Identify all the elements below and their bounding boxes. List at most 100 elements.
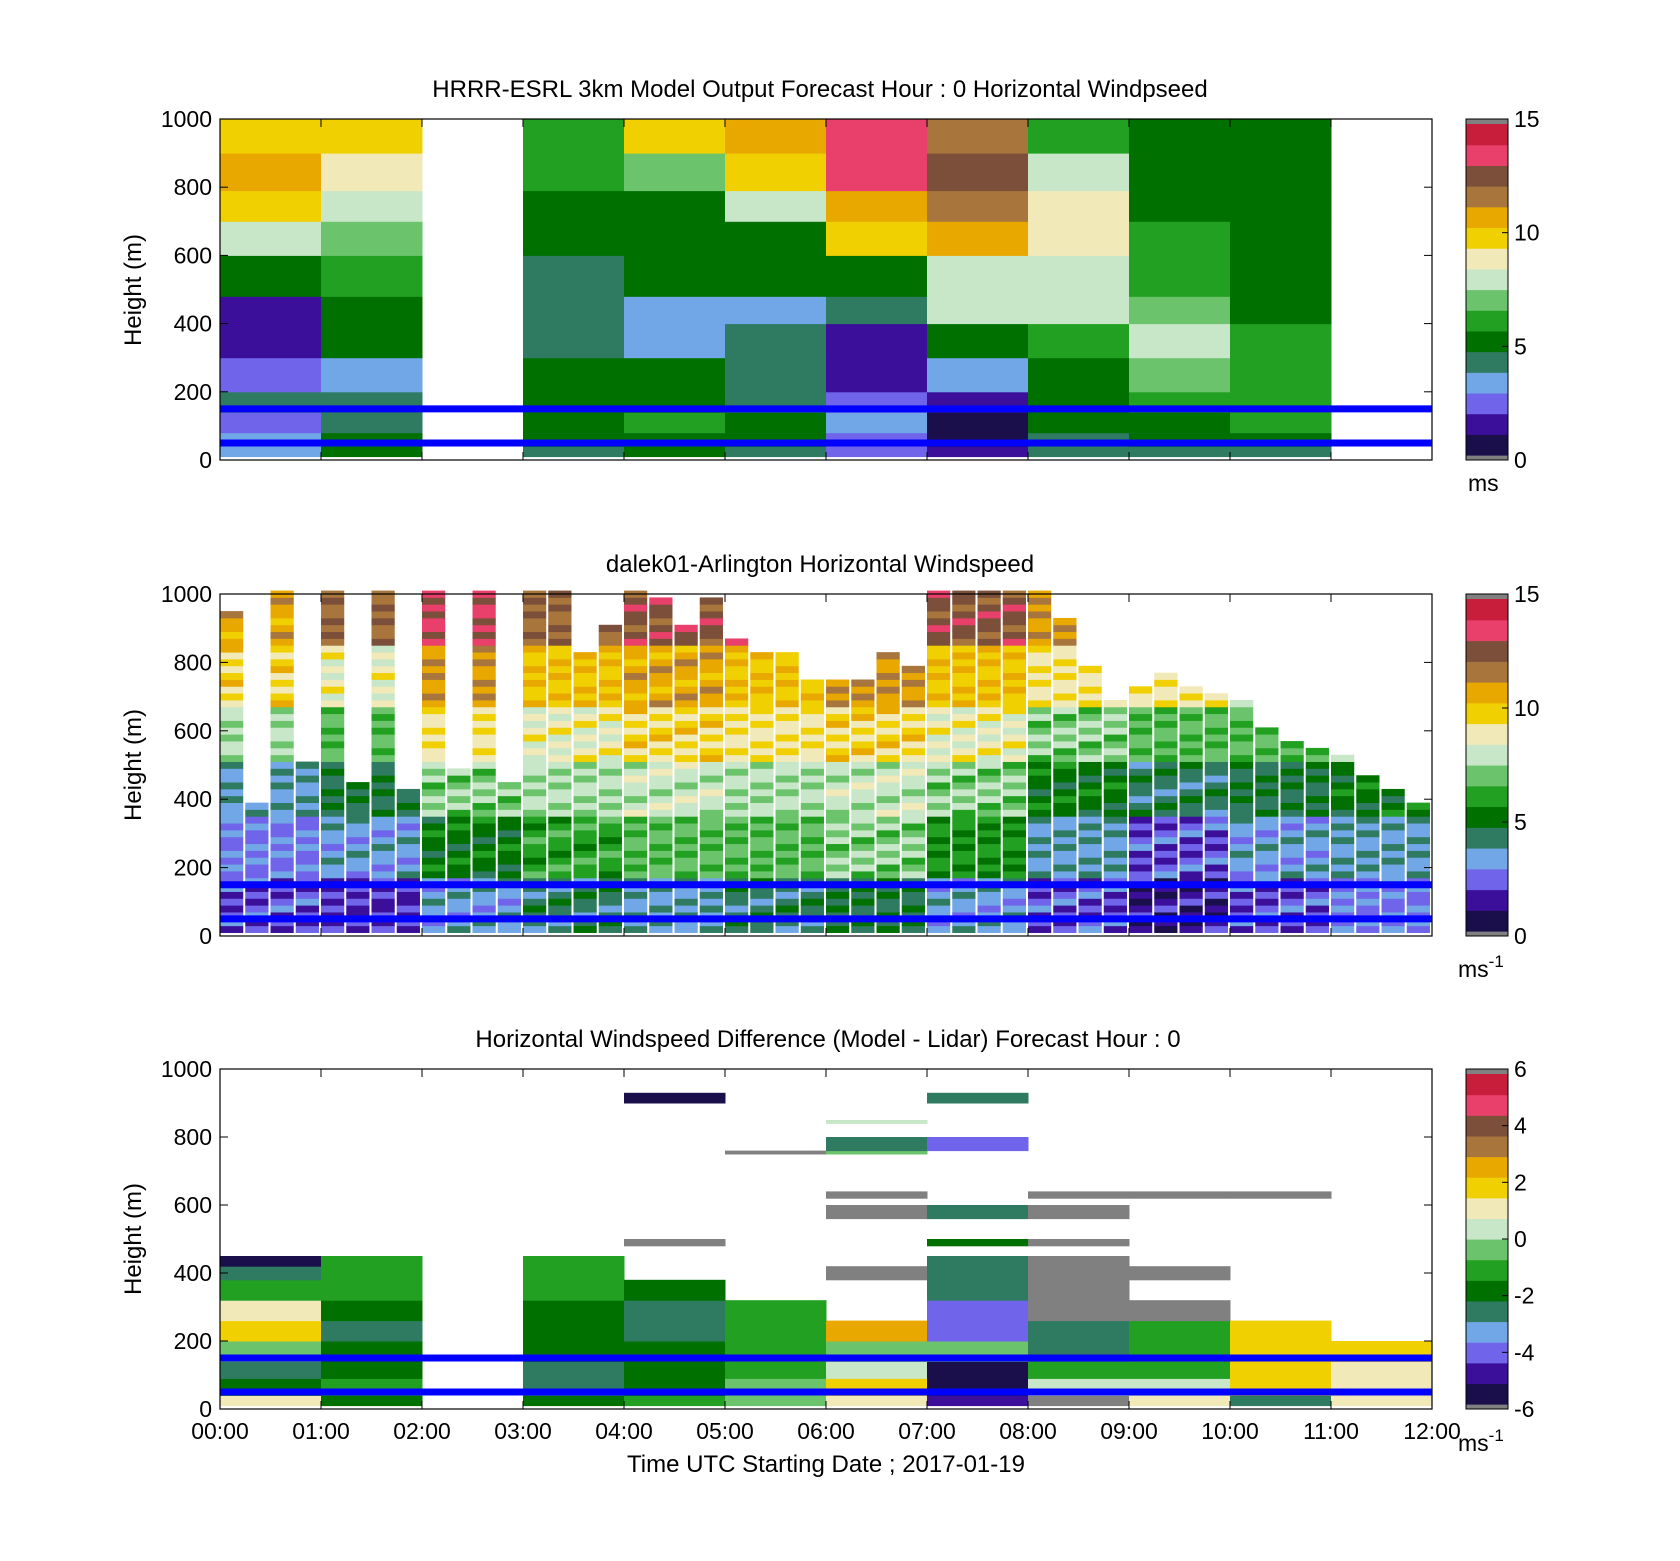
heatmap-cell <box>826 119 928 154</box>
heatmap-cell <box>1255 823 1279 831</box>
heatmap-cell <box>472 761 496 769</box>
heatmap-cell <box>220 747 244 756</box>
heatmap-cell <box>826 741 850 749</box>
heatmap-cell <box>548 918 572 927</box>
heatmap-cell <box>927 823 951 831</box>
heatmap-cell <box>598 720 622 728</box>
heatmap-cell <box>952 843 976 851</box>
heatmap-cell <box>371 611 395 619</box>
heatmap-cell <box>927 816 951 824</box>
heatmap-cell <box>598 741 622 749</box>
heatmap-cell <box>523 665 547 674</box>
heatmap-cell <box>1331 775 1355 783</box>
heatmap-cell <box>497 925 521 933</box>
colorbar-over <box>1466 1069 1508 1074</box>
heatmap-cell <box>1078 864 1102 872</box>
heatmap-cell <box>901 836 925 845</box>
heatmap-cell <box>321 775 345 783</box>
heatmap-cell <box>1406 918 1430 927</box>
heatmap-cell <box>523 905 547 913</box>
heatmap-cell <box>1028 809 1052 817</box>
heatmap-cell <box>624 727 648 735</box>
heatmap-cell <box>220 829 244 838</box>
heatmap-cell <box>1078 884 1102 892</box>
heatmap-cell <box>245 898 269 906</box>
heatmap-cell <box>598 672 622 680</box>
heatmap-cell <box>1230 700 1254 708</box>
heatmap-cell <box>295 871 319 879</box>
heatmap-cell <box>876 700 900 708</box>
heatmap-cell <box>598 658 622 667</box>
heatmap-cell <box>775 761 799 769</box>
heatmap-cell <box>523 741 547 749</box>
heatmap-cell <box>220 679 244 687</box>
heatmap-cell <box>472 843 496 851</box>
heatmap-cell <box>624 836 648 845</box>
heatmap-cell <box>1028 679 1052 687</box>
heatmap-cell <box>1053 918 1077 927</box>
heatmap-cell <box>1381 823 1405 831</box>
heatmap-cell <box>573 727 597 735</box>
heatmap-cell <box>321 153 423 192</box>
heatmap-cell <box>699 645 723 653</box>
heatmap-cell <box>1002 727 1026 735</box>
heatmap-cell <box>598 918 622 927</box>
heatmap-cell <box>649 597 673 605</box>
heatmap-cell <box>1129 925 1153 933</box>
heatmap-cell <box>952 672 976 680</box>
heatmap-cell <box>472 836 496 845</box>
heatmap-cell <box>1381 843 1405 851</box>
heatmap-cell <box>523 857 547 865</box>
heatmap-cell <box>270 693 294 701</box>
heatmap-cell <box>523 617 547 626</box>
heatmap-cell <box>573 686 597 694</box>
heatmap-cell <box>422 617 446 626</box>
heatmap-cell <box>725 119 827 154</box>
heatmap-cell <box>800 686 824 694</box>
heatmap-cell <box>977 864 1001 872</box>
heatmap-cell <box>598 864 622 872</box>
heatmap-cell <box>472 816 496 824</box>
heatmap-cell <box>1331 782 1355 790</box>
heatmap-cell <box>927 248 1029 297</box>
heatmap-cell <box>1028 604 1052 612</box>
heatmap-cell <box>548 843 572 851</box>
heatmap-cell <box>1154 734 1178 742</box>
heatmap-cell <box>1381 857 1405 865</box>
heatmap-cell <box>1028 645 1052 653</box>
heatmap-cell <box>624 248 726 297</box>
heatmap-cell <box>321 652 345 660</box>
heatmap-cell <box>1204 693 1228 701</box>
heatmap-cell <box>826 843 850 851</box>
heatmap-cell <box>598 823 622 831</box>
heatmap-cell <box>927 700 951 708</box>
heatmap-cell <box>523 1300 625 1322</box>
heatmap-cell <box>775 884 799 892</box>
heatmap-cell <box>699 720 723 728</box>
heatmap-cell <box>1204 720 1228 728</box>
heatmap-cell <box>1356 864 1380 872</box>
heatmap-cell <box>321 665 345 674</box>
heatmap-cell <box>952 686 976 694</box>
heatmap-cell <box>901 857 925 865</box>
heatmap-cell <box>472 665 496 674</box>
heatmap-cell <box>725 775 749 783</box>
heatmap-cell <box>624 1300 726 1322</box>
heatmap-cell <box>523 679 547 687</box>
heatmap-cell <box>775 693 799 701</box>
heatmap-cell <box>1053 864 1077 872</box>
heatmap-cell <box>1028 857 1052 865</box>
heatmap-cell <box>422 864 446 872</box>
heatmap-cell <box>952 645 976 653</box>
heatmap-cell <box>851 816 875 824</box>
heatmap-cell <box>624 665 648 674</box>
heatmap-cell <box>1381 898 1405 906</box>
heatmap-cell <box>977 775 1001 783</box>
heatmap-cell <box>876 918 900 927</box>
heatmap-cell <box>472 617 496 626</box>
heatmap-cell <box>1078 905 1102 913</box>
heatmap-cell <box>598 809 622 817</box>
heatmap-cell <box>624 611 648 619</box>
heatmap-cell <box>1078 775 1102 783</box>
heatmap-cell <box>548 638 572 646</box>
